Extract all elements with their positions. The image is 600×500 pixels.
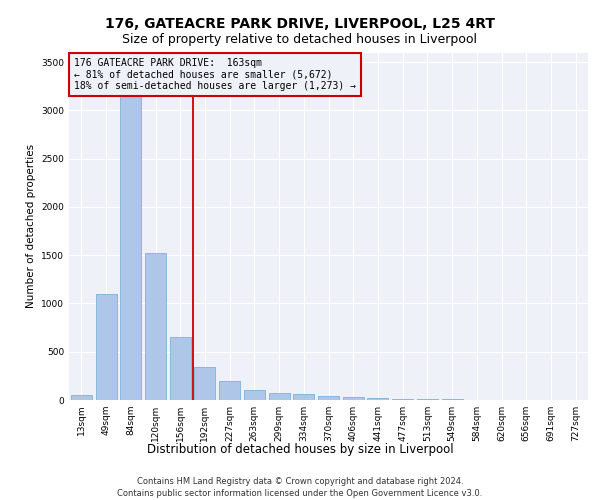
Y-axis label: Number of detached properties: Number of detached properties [26, 144, 35, 308]
Bar [194, 367, 215, 400]
Bar [343, 397, 364, 400]
Bar [367, 398, 388, 400]
Bar [318, 396, 339, 400]
Bar [219, 380, 240, 400]
Text: Size of property relative to detached houses in Liverpool: Size of property relative to detached ho… [122, 32, 478, 46]
Bar [120, 82, 141, 400]
Bar [417, 399, 438, 400]
Text: 176 GATEACRE PARK DRIVE:  163sqm
← 81% of detached houses are smaller (5,672)
18: 176 GATEACRE PARK DRIVE: 163sqm ← 81% of… [74, 58, 356, 91]
Bar [392, 399, 413, 400]
Bar [293, 394, 314, 400]
Text: Distribution of detached houses by size in Liverpool: Distribution of detached houses by size … [146, 442, 454, 456]
Bar [244, 390, 265, 400]
Bar [71, 395, 92, 400]
Bar [170, 338, 191, 400]
Bar [95, 294, 116, 400]
Bar [145, 254, 166, 400]
Text: Contains HM Land Registry data © Crown copyright and database right 2024.: Contains HM Land Registry data © Crown c… [137, 478, 463, 486]
Text: 176, GATEACRE PARK DRIVE, LIVERPOOL, L25 4RT: 176, GATEACRE PARK DRIVE, LIVERPOOL, L25… [105, 18, 495, 32]
Text: Contains public sector information licensed under the Open Government Licence v3: Contains public sector information licen… [118, 489, 482, 498]
Bar [269, 393, 290, 400]
